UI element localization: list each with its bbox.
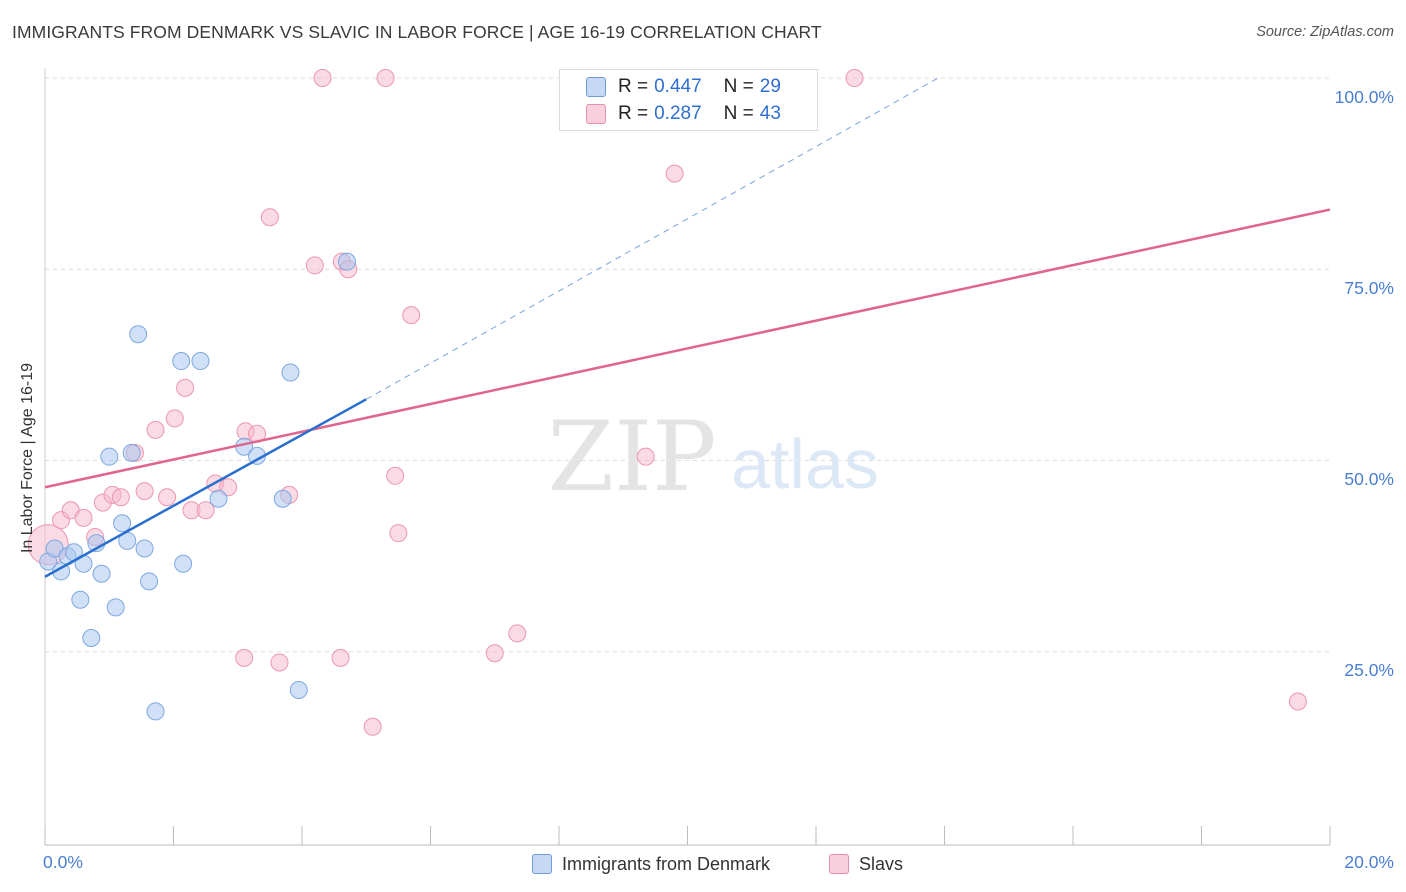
denmark-point: [146, 702, 165, 721]
legend-label-denmark: Immigrants from Denmark: [562, 853, 771, 874]
legend-row-denmark: R = 0.447 N = 29: [586, 74, 781, 100]
denmark-point: [172, 352, 191, 371]
x-tick-label: 20.0%: [1344, 852, 1394, 872]
slavs-point: [260, 208, 279, 227]
source-label: Source: ZipAtlas.com: [1256, 24, 1394, 40]
chart-title: IMMIGRANTS FROM DENMARK VS SLAVIC IN LAB…: [12, 22, 822, 42]
slavs-point: [74, 508, 93, 527]
slavs-point: [176, 378, 195, 397]
slavs-trend-line: [44, 208, 1331, 489]
denmark-point: [100, 447, 119, 466]
denmark-point: [106, 598, 125, 617]
legend-label-slavs: Slavs: [859, 853, 904, 874]
slavs-point: [111, 488, 130, 507]
y-tick-label: 75.0%: [1344, 278, 1394, 298]
denmark-point: [191, 352, 210, 371]
denmark-trend-line: [44, 398, 367, 578]
legend-swatch-slavs: [586, 104, 606, 124]
legend-n-label: N =: [723, 103, 754, 124]
slavs-point: [146, 420, 165, 439]
legend-n-value: 29: [759, 76, 781, 97]
legend-r-label: R =: [618, 76, 649, 97]
slavs-point: [165, 409, 184, 428]
denmark-point: [140, 572, 159, 591]
legend-swatch-denmark: [532, 854, 552, 874]
legend-r-label: R =: [618, 103, 649, 124]
slavs-point: [1288, 692, 1307, 711]
slavs-point: [313, 69, 332, 87]
slavs-point: [363, 717, 382, 736]
denmark-point: [281, 363, 300, 382]
slavs-point: [845, 69, 864, 87]
denmark-point: [135, 539, 154, 558]
denmark-point: [113, 514, 132, 533]
slavs-point: [219, 478, 238, 497]
legend-swatch-slavs: [829, 854, 849, 874]
slavs-point: [305, 256, 324, 275]
grid-lines: [45, 77, 1330, 653]
denmark-point: [289, 681, 308, 699]
legend-item-denmark: Immigrants from Denmark: [532, 852, 770, 876]
slavs-point: [376, 69, 395, 87]
watermark-atlas: atlas: [731, 425, 879, 503]
slavs-point: [196, 501, 215, 520]
slavs-point: [636, 447, 655, 466]
denmark-point: [337, 252, 356, 271]
slavs-point: [135, 482, 154, 501]
slavs-point: [331, 648, 350, 667]
denmark-point: [174, 554, 193, 573]
watermark-zip: ZIP: [547, 401, 716, 513]
slavs-point: [665, 164, 684, 183]
y-axis-title: In Labor Force | Age 16-19: [19, 362, 36, 554]
denmark-point: [82, 628, 101, 647]
denmark-point: [92, 564, 111, 583]
legend-r-value: 0.447: [654, 76, 702, 97]
slavs-point: [158, 488, 177, 507]
denmark-point: [209, 489, 228, 508]
slavs-point: [389, 524, 408, 543]
slavs-point: [485, 644, 504, 663]
y-tick-label: 50.0%: [1344, 469, 1394, 489]
y-tick-label: 100.0%: [1334, 87, 1394, 107]
legend-n-label: N =: [723, 76, 754, 97]
x-tick-label: 0.0%: [43, 852, 83, 872]
denmark-point: [129, 325, 148, 344]
legend-swatch-denmark: [586, 77, 606, 97]
slavs-point: [386, 466, 405, 485]
stats-legend: R = 0.447 N = 29 R = 0.287 N = 43: [559, 69, 818, 131]
trend-lines: [44, 77, 1331, 578]
legend-item-slavs: Slavs: [829, 852, 903, 876]
denmark-point: [122, 443, 141, 462]
legend-row-slavs: R = 0.287 N = 43: [586, 101, 781, 127]
y-tick-label: 25.0%: [1344, 660, 1394, 680]
denmark-point: [273, 489, 292, 508]
denmark-point: [71, 590, 90, 609]
slavs-point: [402, 306, 421, 325]
axes: [44, 68, 1331, 846]
slavs-point: [235, 648, 254, 667]
legend-r-value: 0.287: [654, 103, 702, 124]
slavs-point: [270, 653, 289, 672]
legend-n-value: 43: [759, 103, 781, 124]
series-immigrants-from-denmark: [39, 252, 356, 721]
slavs-point: [508, 624, 527, 643]
